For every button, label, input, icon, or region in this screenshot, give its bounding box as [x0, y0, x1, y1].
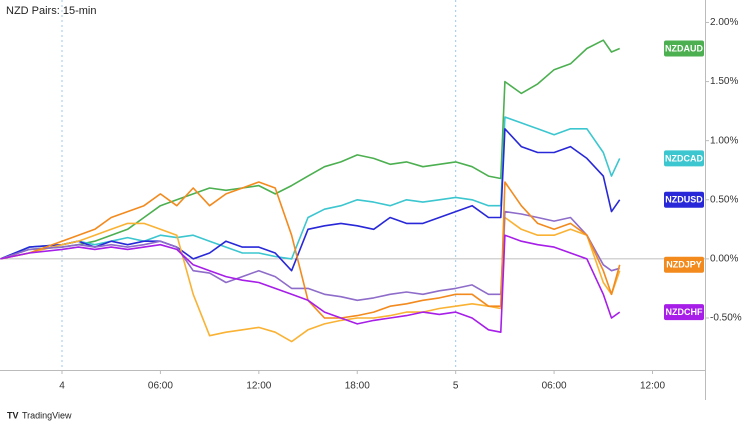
series-label: NZDCHF [666, 307, 703, 317]
series-label: NZDJPY [666, 260, 702, 270]
y-tick-label: -0.50% [710, 313, 742, 324]
logo-icon: TV [7, 410, 19, 420]
series-label: NZDAUD [665, 43, 703, 53]
series-line [0, 234, 621, 333]
series-line [0, 128, 621, 272]
x-tick-label: 5 [453, 381, 459, 392]
watermark: TradingView [22, 410, 72, 420]
series-label-box [664, 304, 704, 321]
x-tick-label: 06:00 [542, 381, 567, 392]
series-label: NZDUSD [665, 195, 703, 205]
x-tick-label: 12:00 [640, 381, 665, 392]
series-label-box [664, 191, 704, 208]
y-tick-label: 1.50% [710, 76, 738, 87]
x-tick-label: 06:00 [148, 381, 173, 392]
series-label-box [664, 150, 704, 167]
x-tick-label: 18:00 [345, 381, 370, 392]
series-label-box [664, 40, 704, 57]
series-line [0, 39, 621, 260]
series-line [0, 116, 621, 260]
x-tick-label: 4 [59, 381, 65, 392]
x-tick-label: 12:00 [246, 381, 271, 392]
chart-title: NZD Pairs: 15-min [6, 5, 96, 17]
y-tick-label: 0.00% [710, 254, 738, 265]
series-line [0, 216, 621, 343]
y-tick-label: 1.00% [710, 135, 738, 146]
series-label: NZDCAD [665, 153, 703, 163]
y-tick-label: 2.00% [710, 17, 738, 28]
series-label-box [664, 256, 704, 273]
y-tick-label: 0.50% [710, 194, 738, 205]
